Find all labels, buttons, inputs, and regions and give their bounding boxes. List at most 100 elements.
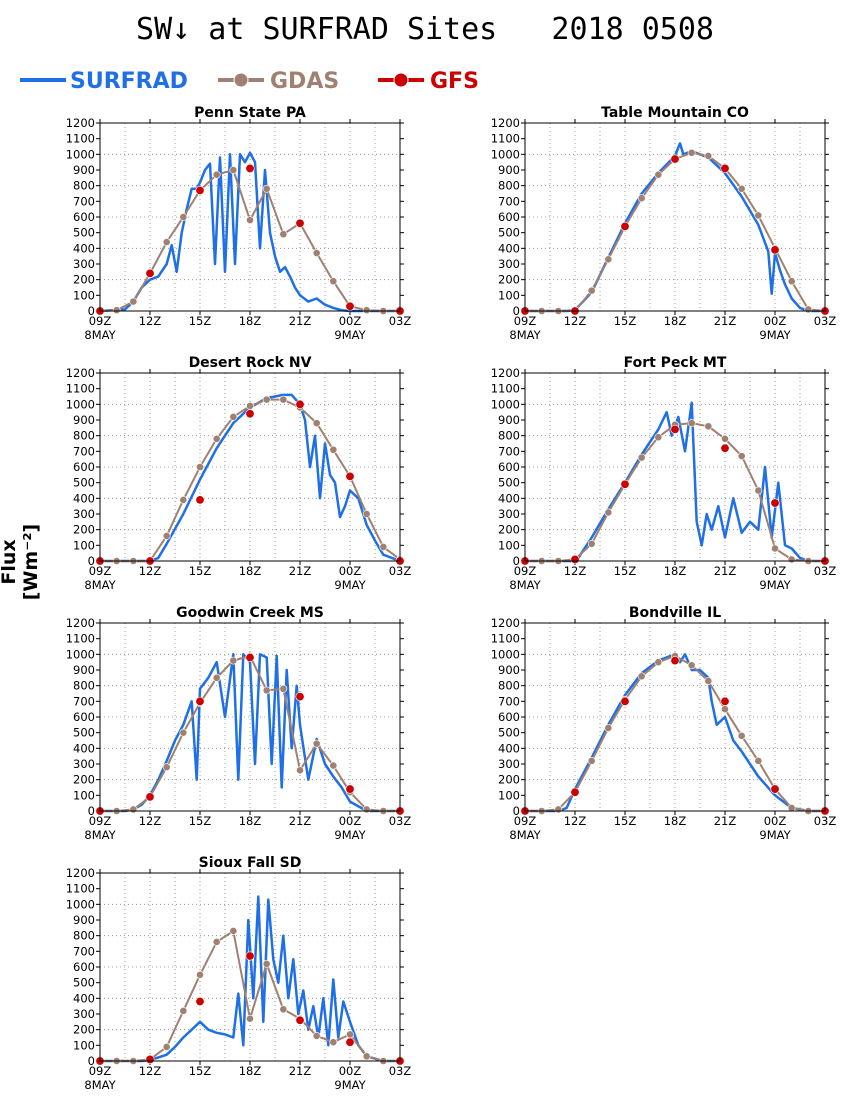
x-tick-label: 00Z	[764, 314, 787, 328]
plot-frame	[524, 122, 826, 312]
y-tick-label: 300	[73, 507, 95, 521]
y-tick-label: 500	[498, 226, 520, 240]
gdas-point	[587, 539, 596, 548]
plot-frame	[99, 872, 401, 1062]
x-tick-label: 18Z	[664, 814, 687, 828]
gfs-point	[670, 154, 680, 164]
gfs-point	[245, 163, 255, 173]
y-tick-label: 1200	[491, 616, 520, 630]
y-tick-label: 200	[498, 273, 520, 287]
x-tick-label: 12Z	[564, 564, 587, 578]
x-tick-label: 03Z	[389, 1064, 412, 1078]
page-title: SW↓ at SURFRAD Sites 2018 0508	[136, 12, 714, 47]
gfs-point	[345, 471, 355, 481]
x-tick-label: 09Z	[514, 314, 537, 328]
chart-title: Table Mountain CO	[601, 105, 749, 121]
legend-item-surfrad: SURFRAD	[20, 69, 188, 94]
gdas-point	[737, 184, 746, 193]
y-tick-label: 800	[73, 679, 95, 693]
y-tick-label: 1000	[66, 397, 95, 411]
chart-title: Penn State PA	[194, 105, 306, 121]
y-tick-label: 1200	[66, 116, 95, 130]
y-tick-label: 600	[73, 710, 95, 724]
gdas-point	[179, 213, 188, 221]
y-tick-label: 1100	[66, 132, 95, 146]
y-tick-label: 400	[73, 241, 95, 255]
y-tick-label: 100	[498, 538, 520, 552]
x-tick-label: 03Z	[814, 314, 837, 328]
gdas-point	[246, 216, 254, 225]
gfs-point	[720, 163, 730, 173]
gdas-point	[771, 544, 779, 553]
x-tick-label: 15Z	[189, 1064, 212, 1078]
x-tick-label: 09Z	[514, 814, 537, 828]
x-tick-label: 03Z	[814, 564, 837, 578]
gdas-point	[212, 170, 221, 179]
y-tick-label: 400	[498, 741, 520, 755]
y-tick-label: 400	[73, 991, 95, 1005]
y-tick-label: 800	[73, 929, 95, 943]
gfs-point	[195, 996, 205, 1006]
gdas-point	[329, 1038, 338, 1047]
gdas-point	[129, 805, 138, 814]
y-tick-label: 500	[73, 726, 95, 740]
legend: SURFRAD GDAS GFS	[20, 69, 479, 94]
y-tick-label: 800	[73, 429, 95, 443]
gdas-point	[179, 495, 188, 504]
chart-panel: Table Mountain CO01002003004005006007008…	[491, 105, 837, 342]
y-tick-label: 100	[498, 788, 520, 802]
y-tick-label: 100	[73, 1038, 95, 1052]
y-tick-label: 900	[73, 413, 95, 427]
gdas-point	[704, 151, 713, 160]
y-tick-label: 500	[73, 226, 95, 240]
gdas-point	[112, 306, 121, 315]
y-tick-label: 700	[73, 194, 95, 208]
x-tick-label: 18Z	[664, 564, 687, 578]
y-tick-label: 400	[73, 491, 95, 505]
y-tick-label: 0	[88, 554, 95, 568]
x-tick-label: 21Z	[714, 814, 737, 828]
legend-item-gdas: GDAS	[218, 69, 339, 94]
gdas-point	[721, 434, 729, 443]
x-tick-label: 18Z	[239, 314, 262, 328]
x-tick-sublabel: 9MAY	[334, 578, 366, 592]
y-tick-label: 300	[73, 257, 95, 271]
x-tick-label: 09Z	[89, 1064, 112, 1078]
gdas-point	[179, 728, 188, 737]
y-tick-label: 1000	[491, 147, 520, 161]
y-tick-label: 900	[498, 663, 520, 677]
x-tick-label: 03Z	[814, 814, 837, 828]
x-tick-label: 21Z	[289, 814, 312, 828]
y-tick-label: 400	[73, 741, 95, 755]
x-tick-sublabel: 9MAY	[759, 578, 791, 592]
y-tick-label: 1100	[491, 132, 520, 146]
gfs-point	[295, 399, 305, 409]
x-tick-label: 09Z	[89, 564, 112, 578]
x-tick-sublabel: 9MAY	[334, 1078, 366, 1092]
gdas-point	[787, 277, 796, 286]
gfs-point	[720, 443, 730, 453]
y-tick-label: 100	[73, 538, 95, 552]
gdas-point	[587, 756, 596, 765]
x-tick-label: 03Z	[389, 814, 412, 828]
legend-label-gfs: GFS	[430, 69, 479, 94]
gfs-point	[620, 696, 630, 706]
gdas-point	[262, 395, 271, 404]
gdas-point	[229, 166, 238, 174]
gfs-point	[670, 424, 680, 434]
x-tick-label: 12Z	[564, 314, 587, 328]
y-tick-label: 0	[513, 804, 520, 818]
x-tick-label: 00Z	[339, 564, 362, 578]
x-tick-label: 12Z	[139, 314, 162, 328]
gdas-point	[604, 724, 613, 732]
y-tick-label: 600	[73, 960, 95, 974]
gdas-point	[754, 486, 763, 495]
y-tick-label: 0	[513, 304, 520, 318]
gdas-point	[604, 508, 613, 517]
legend-label-surfrad: SURFRAD	[70, 69, 188, 94]
gdas-point	[787, 803, 796, 812]
x-tick-label: 00Z	[339, 1064, 362, 1078]
